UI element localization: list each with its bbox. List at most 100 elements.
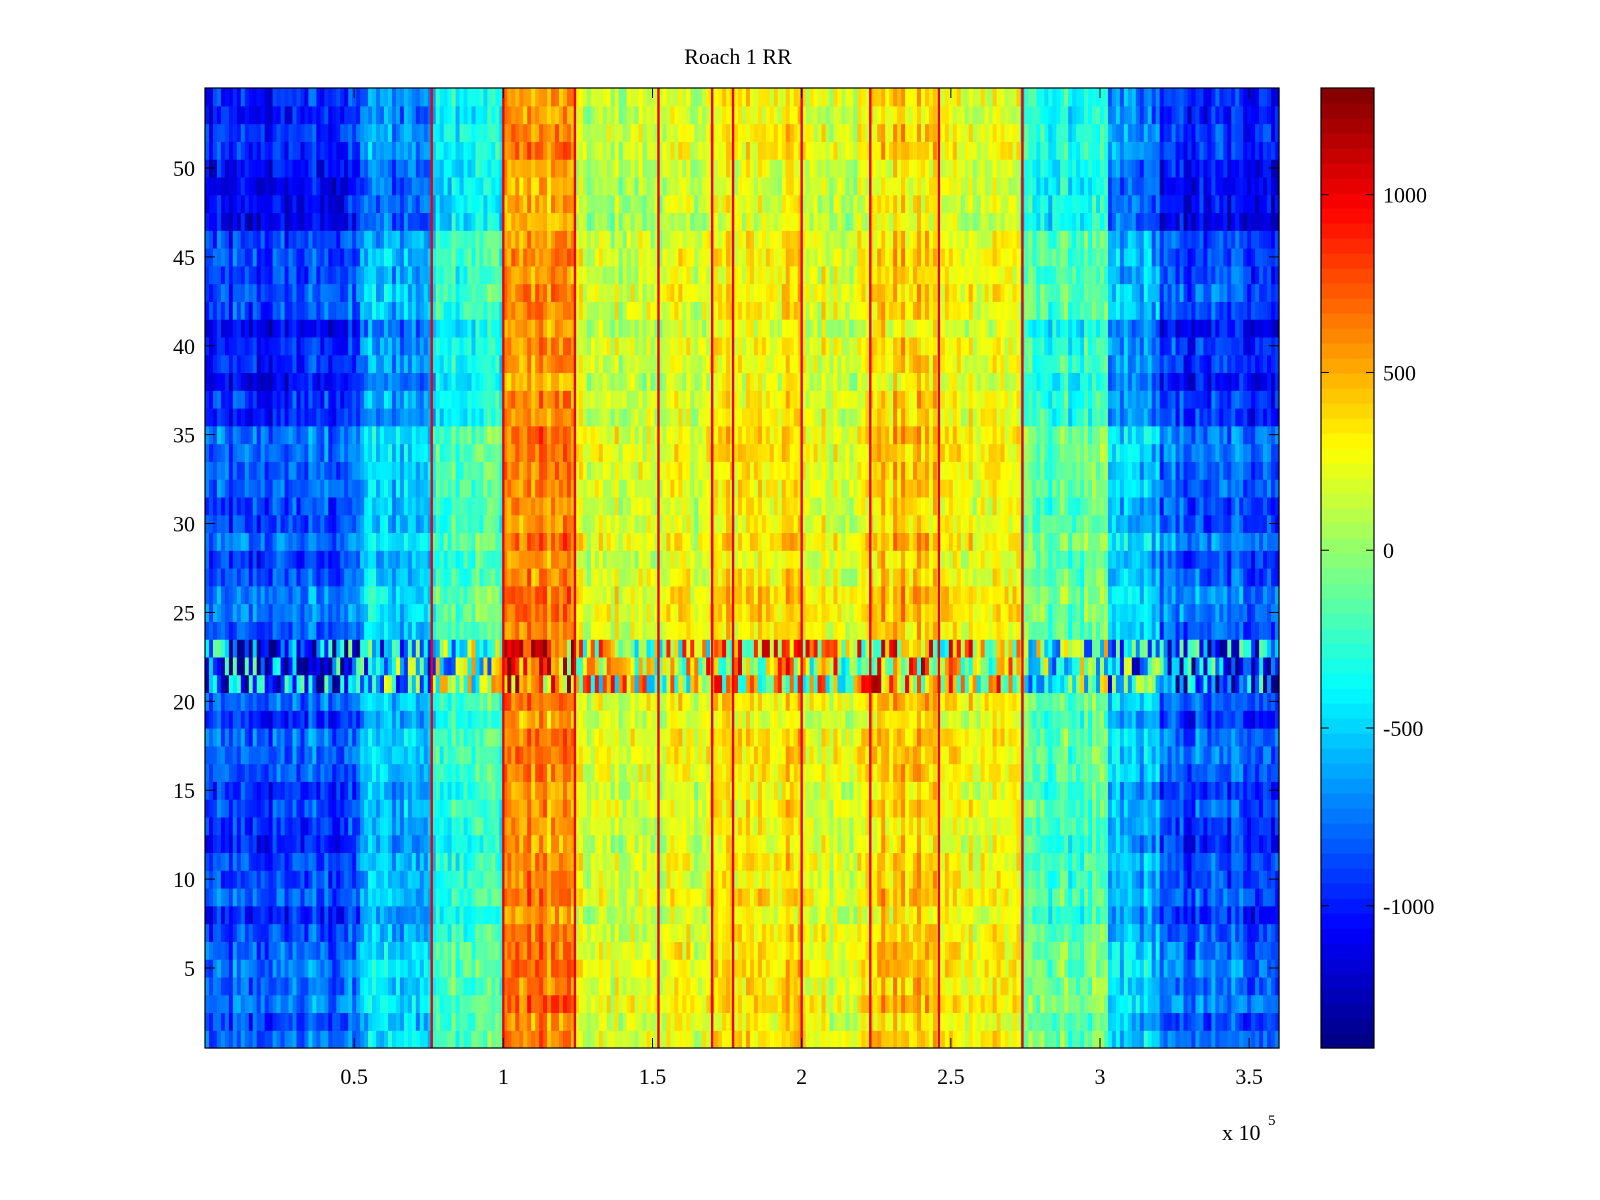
heatmap-cell [694, 888, 699, 907]
heatmap-cell [296, 959, 302, 978]
heatmap-cell [447, 816, 453, 836]
heatmap-cell [1008, 959, 1014, 978]
heatmap-cell [1167, 745, 1173, 765]
heatmap-cell [570, 745, 576, 765]
heatmap-cell [1263, 870, 1268, 889]
heatmap-cell [543, 781, 548, 800]
heatmap-cell [1080, 834, 1085, 854]
heatmap-cell [1028, 994, 1033, 1014]
heatmap-cell [1243, 745, 1248, 765]
heatmap-cell [467, 763, 473, 782]
heatmap-cell [292, 941, 298, 960]
heatmap-cell [280, 745, 286, 765]
heatmap-cell [559, 976, 564, 996]
heatmap-cell [1048, 941, 1053, 960]
heatmap-cell [1000, 728, 1006, 747]
heatmap-cell [849, 941, 854, 960]
heatmap-cell [909, 976, 914, 996]
heatmap-cell [439, 888, 445, 907]
heatmap-cell [372, 941, 377, 960]
heatmap-cell [1183, 870, 1189, 889]
heatmap-cell [1024, 816, 1029, 836]
heatmap-cell [714, 745, 719, 765]
heatmap-cell [1219, 959, 1224, 978]
heatmap-cell [407, 976, 413, 996]
heatmap-cell [535, 834, 540, 854]
heatmap-cell [539, 870, 544, 889]
heatmap-cell [380, 728, 385, 747]
heatmap-cell [917, 834, 922, 854]
heatmap-cell [1127, 1012, 1133, 1031]
heatmap-cell [1131, 941, 1137, 960]
heatmap-cell [1207, 852, 1212, 871]
heatmap-cell [845, 941, 850, 960]
heatmap-cell [439, 763, 445, 782]
heatmap-cell [547, 905, 552, 925]
heatmap-cell [924, 799, 930, 818]
heatmap-cell [364, 710, 369, 729]
heatmap-cell [447, 710, 453, 729]
heatmap-cell [1215, 923, 1220, 942]
heatmap-cell [797, 1030, 803, 1049]
heatmap-cell [1008, 834, 1014, 854]
heatmap-cell [559, 710, 564, 729]
heatmap-cell [260, 852, 266, 871]
heatmap-cell [614, 905, 620, 925]
heatmap-cell [586, 941, 592, 960]
heatmap-cell [411, 816, 417, 836]
heatmap-cell [451, 976, 457, 996]
heatmap-cell [300, 976, 306, 996]
heatmap-cell [344, 834, 349, 854]
heatmap-cell [738, 976, 743, 996]
heatmap-cell [455, 852, 461, 871]
heatmap-cell [881, 799, 886, 818]
heatmap-cell [960, 888, 966, 907]
heatmap-cell [1143, 728, 1149, 747]
heatmap-cell [690, 994, 695, 1014]
heatmap-cell [682, 728, 687, 747]
heatmap-cell [1259, 994, 1264, 1014]
heatmap-cell [1215, 834, 1220, 854]
heatmap-cell [276, 994, 282, 1014]
heatmap-cell [455, 1030, 461, 1049]
heatmap-cell [555, 994, 560, 1014]
heatmap-cell [224, 1030, 230, 1049]
heatmap-cell [805, 799, 811, 818]
heatmap-cell [761, 923, 767, 942]
heatmap-cell [602, 816, 608, 836]
heatmap-cell [1119, 1030, 1125, 1049]
heatmap-cell [1235, 1012, 1240, 1031]
heatmap-cell [395, 728, 401, 747]
heatmap-cell [240, 941, 246, 960]
heatmap-cell [570, 1030, 576, 1049]
heatmap-cell [463, 994, 469, 1014]
heatmap-cell [801, 852, 807, 871]
heatmap-cell [626, 852, 632, 871]
heatmap-cell [901, 941, 906, 960]
heatmap-cell [288, 728, 294, 747]
heatmap-cell [515, 1012, 520, 1031]
heatmap-cell [805, 888, 811, 907]
heatmap-cell [1028, 905, 1033, 925]
heatmap-cell [236, 994, 242, 1014]
heatmap-cell [606, 870, 612, 889]
heatmap-cell [757, 941, 763, 960]
heatmap-cell [1203, 852, 1208, 871]
heatmap-cell [1207, 816, 1212, 836]
heatmap-cell [590, 923, 596, 942]
heatmap-cell [654, 870, 660, 889]
heatmap-cell [873, 923, 878, 942]
heatmap-cell [1044, 834, 1049, 854]
heatmap-cell [801, 728, 807, 747]
heatmap-cell [976, 852, 982, 871]
heatmap-cell [547, 781, 552, 800]
heatmap-cell [344, 710, 349, 729]
heatmap-cell [387, 1012, 393, 1031]
heatmap-cell [753, 1030, 759, 1049]
heatmap-cell [1239, 976, 1244, 996]
heatmap-cell [443, 781, 449, 800]
heatmap-cell [1263, 905, 1268, 925]
heatmap-cell [1179, 834, 1185, 854]
heatmap-cell [356, 1030, 361, 1049]
heatmap-cell [475, 905, 481, 925]
